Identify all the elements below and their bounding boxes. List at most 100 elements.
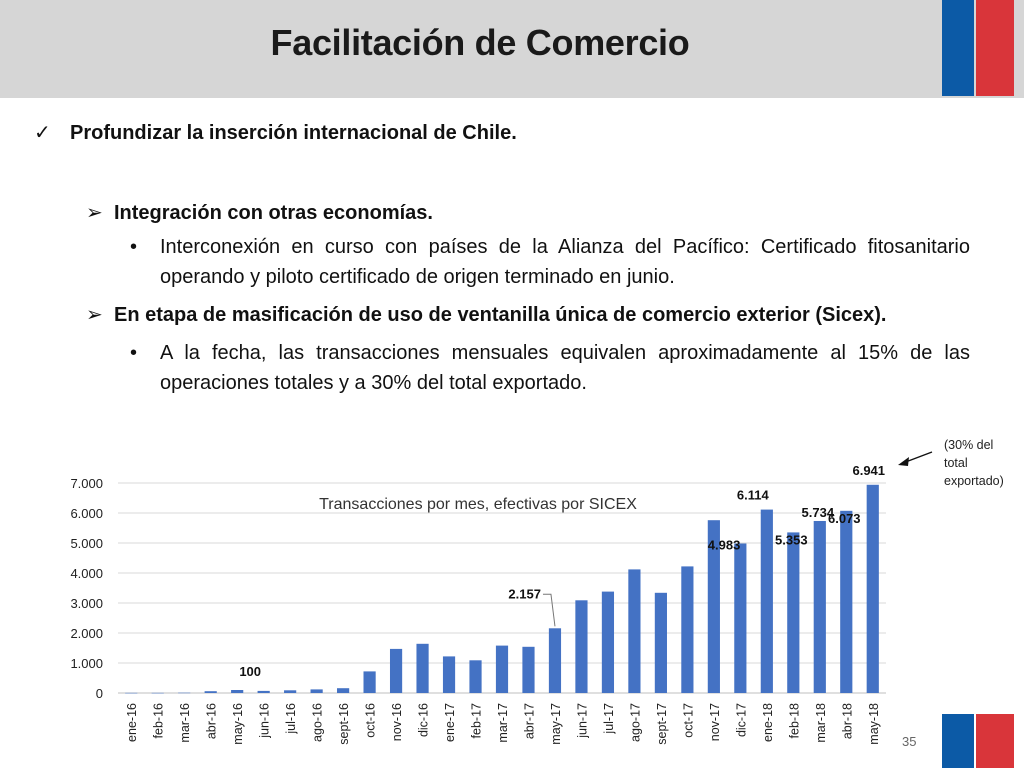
x-tick-label: nov-17 xyxy=(708,703,722,741)
x-tick-label: oct-17 xyxy=(681,703,695,738)
bullet-transacciones-text: A la fecha, las transacciones mensuales … xyxy=(160,342,970,394)
arrow-bullet-icon: ➢ xyxy=(86,202,103,224)
bar xyxy=(601,591,615,693)
x-tick-label: ene-18 xyxy=(761,703,775,742)
annotation-text: exportado) xyxy=(944,474,1004,488)
x-tick-label: may-18 xyxy=(867,703,881,745)
bar xyxy=(151,692,164,694)
section-sicex: ➢ En etapa de masificación de uso de vent… xyxy=(86,302,887,327)
bar xyxy=(866,484,879,693)
data-label: 6.114 xyxy=(737,488,770,503)
x-tick-label: oct-16 xyxy=(364,703,378,738)
data-label: 4.983 xyxy=(708,538,741,553)
bar xyxy=(363,671,376,693)
bullet-interconexion-text: Interconexión en curso con países de la … xyxy=(160,236,970,288)
x-tick-label: jun-16 xyxy=(258,703,272,739)
section-integracion: ➢ Integración con otras economías. xyxy=(86,200,433,225)
bar xyxy=(681,566,694,693)
bar xyxy=(734,543,747,693)
y-tick-label: 2.000 xyxy=(70,626,103,641)
data-label: 6.073 xyxy=(828,511,861,526)
y-tick-label: 1.000 xyxy=(70,656,103,671)
section-sicex-title: En etapa de masificación de uso de venta… xyxy=(114,304,887,326)
bar xyxy=(840,510,853,693)
main-point-text: Profundizar la inserción internacional d… xyxy=(70,122,517,144)
bar xyxy=(469,660,482,693)
x-tick-label: feb-18 xyxy=(787,703,801,738)
x-tick-label: feb-17 xyxy=(470,703,484,738)
bar xyxy=(522,646,535,693)
section-integracion-title: Integración con otras economías. xyxy=(114,202,433,224)
arrow-bullet-icon: ➢ xyxy=(86,304,103,326)
bar xyxy=(575,600,588,693)
bar xyxy=(813,520,826,693)
annotation-text: (30% del xyxy=(944,438,993,452)
bar xyxy=(125,692,138,694)
page-number: 35 xyxy=(902,734,917,749)
bar xyxy=(787,532,800,693)
y-tick-label: 3.000 xyxy=(70,596,103,611)
bar xyxy=(628,569,641,693)
data-label: 5.734 xyxy=(802,505,835,520)
bar xyxy=(654,592,667,693)
flag-stripe-blue-bottom xyxy=(942,714,974,768)
bar xyxy=(231,690,244,693)
annotation-arrowhead xyxy=(898,457,909,466)
x-tick-label: nov-16 xyxy=(390,703,404,741)
y-tick-label: 4.000 xyxy=(70,566,103,581)
x-tick-label: ene-16 xyxy=(125,703,139,742)
bullet-dot-icon: • xyxy=(130,342,138,364)
check-mark-icon: ✓ xyxy=(34,122,51,144)
x-tick-label: mar-16 xyxy=(178,703,192,743)
x-tick-label: sept-16 xyxy=(337,703,351,745)
y-tick-label: 5.000 xyxy=(70,536,103,551)
title-bar xyxy=(0,0,1024,98)
flag-stripe-red-top xyxy=(976,0,1014,96)
bar xyxy=(257,690,270,693)
bar xyxy=(204,691,217,693)
bar xyxy=(178,692,191,694)
transactions-bar-chart: 0 1.000 2.000 3.000 4.000 5.000 6.000 7.000 ene-… xyxy=(70,438,1004,745)
leader-line xyxy=(542,593,556,627)
x-tick-label: abr-18 xyxy=(840,703,854,739)
bar xyxy=(442,656,456,693)
flag-stripe-blue-top xyxy=(942,0,974,96)
x-tick-label: may-16 xyxy=(231,703,245,745)
bullet-interconexion: • Interconexión en curso con países de l… xyxy=(130,232,970,292)
x-tick-label: mar-17 xyxy=(496,703,510,743)
x-tick-label: sept-17 xyxy=(655,703,669,745)
data-label: 5.353 xyxy=(775,532,808,547)
x-tick-label: jun-17 xyxy=(575,703,589,739)
data-label: 2.157 xyxy=(508,586,541,601)
bar xyxy=(389,648,403,693)
x-tick-label: feb-16 xyxy=(152,703,166,738)
annotation-text: total xyxy=(944,456,968,470)
chart-title: Transacciones por mes, efectivas por SIC… xyxy=(319,496,637,513)
bullet-dot-icon: • xyxy=(130,236,138,258)
bar xyxy=(310,689,323,693)
y-tick-label: 6.000 xyxy=(70,506,103,521)
y-tick-label: 7.000 xyxy=(70,476,103,491)
x-tick-label: mar-18 xyxy=(814,703,828,743)
x-tick-label: ene-17 xyxy=(443,703,457,742)
x-tick-label: jul-16 xyxy=(284,703,298,735)
bar xyxy=(416,643,429,693)
bar xyxy=(337,688,350,693)
x-tick-label: ago-17 xyxy=(628,703,642,742)
data-label: 100 xyxy=(239,664,261,679)
x-tick-label: abr-17 xyxy=(522,703,536,739)
x-tick-label: abr-16 xyxy=(205,703,219,739)
flag-stripe-red-bottom xyxy=(976,714,1014,768)
page-title: Facilitación de Comercio xyxy=(270,22,690,63)
x-tick-label: dic-16 xyxy=(417,703,431,737)
y-tick-label: 0 xyxy=(96,686,103,701)
x-tick-label: dic-17 xyxy=(734,703,748,737)
bullet-transacciones: • A la fecha, las transacciones mensuale… xyxy=(130,338,970,398)
x-tick-label: ago-16 xyxy=(311,703,325,742)
bar xyxy=(760,509,773,693)
bar xyxy=(284,690,297,693)
bar xyxy=(495,645,509,693)
data-label: 6.941 xyxy=(852,463,885,478)
x-tick-label: jul-17 xyxy=(602,703,616,735)
bar xyxy=(707,520,720,693)
